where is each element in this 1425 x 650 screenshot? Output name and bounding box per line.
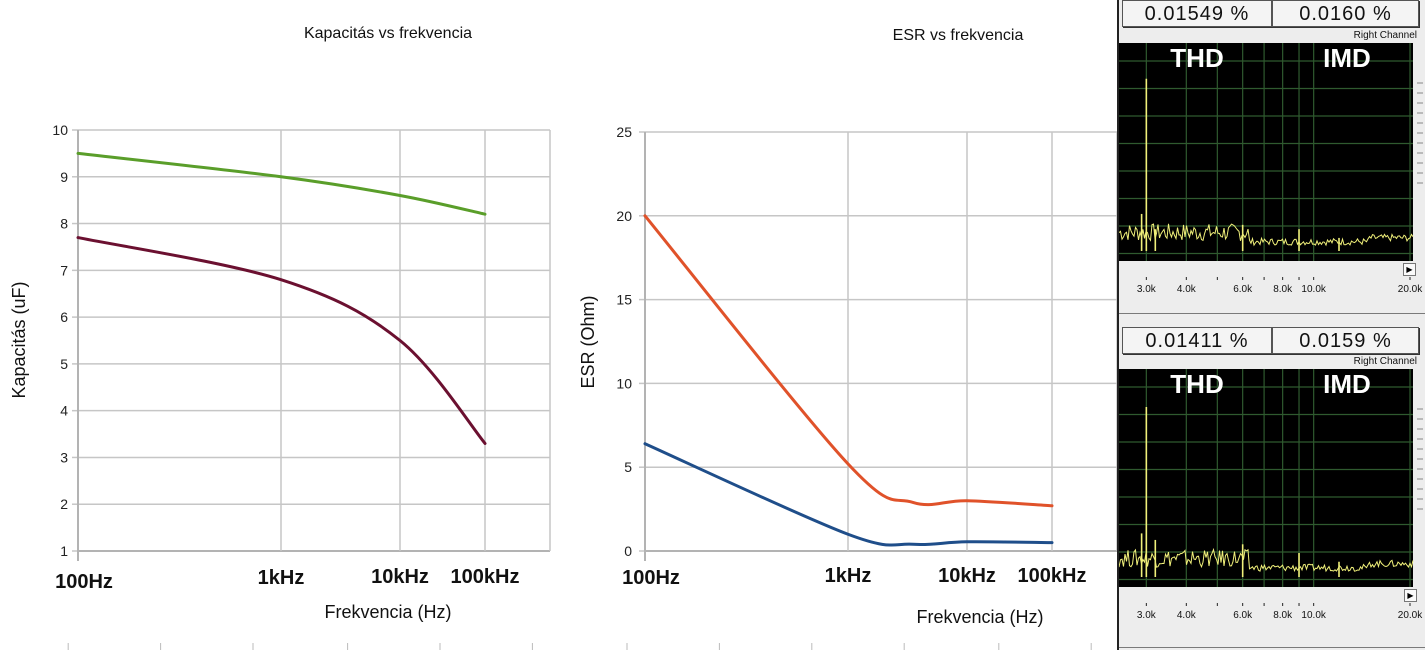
x-tick-label: 1kHz [825,565,872,587]
spectrum-x-tick-label: 20.0k [1398,284,1423,295]
y-tick-label: 9 [60,169,68,185]
spectrum-trace [1119,223,1414,247]
spectrum-panel-1: 0.01549 % 0.0160 % Right Channel THD IMD 3… [1119,0,1425,325]
y-tick-label: 25 [616,124,632,140]
chart-title: Kapacitás vs frekvencia [304,25,472,42]
series-layer [76,151,487,445]
imd-label: IMD [1323,369,1371,399]
thd-label: THD [1170,369,1223,399]
series-blue [643,442,1054,547]
x-tick-label: 100kHz [1018,565,1087,587]
x-tick-label: 1kHz [258,567,305,589]
spectrum-background [1119,369,1413,587]
channel-label: Right Channel [1353,356,1417,367]
thd-readout: 0.01549 % [1122,0,1272,27]
x-tick-label: 100kHz [451,566,520,588]
spectrum-plot: THD IMD 3.0k 4.0k 6.0k 8.0k 10.0k 20.0k [1119,369,1423,621]
y-tick-label: 20 [616,208,632,224]
y-axis-ticks: 0 5 10 15 20 25 [616,124,632,559]
spectrum-x-tick-label: 10.0k [1301,610,1326,621]
x-tick-label: 10kHz [371,566,429,588]
y-tick-label: 8 [60,216,68,232]
y-tick-label: 3 [60,449,68,465]
y-axis-ticks: 1 2 3 4 5 6 7 8 9 10 [52,122,68,559]
x-axis-ticks: 100Hz 1kHz 10kHz 100kHz [622,565,1086,589]
grid [72,129,551,561]
y-tick-label: 5 [60,356,68,372]
y-tick-label: 4 [60,403,68,419]
y-tick-label: 10 [616,375,632,391]
y-tick-label: 1 [60,543,68,559]
chart-title: ESR vs frekvencia [893,27,1024,44]
series-green [76,151,487,216]
grid [639,131,1117,561]
spectrum-panel-2: 0.01411 % 0.0159 % Right Channel THD IMD 3… [1119,325,1425,650]
series-orange [643,214,1054,508]
imd-readout: 0.0159 % [1272,327,1419,354]
y-axis-label: ESR (Ohm) [578,295,598,388]
series-darkred [76,236,487,445]
y-tick-label: 2 [60,496,68,512]
spectrum-plot: THD IMD 3.0k 4.0k 6.0k 8.0k 10.0k 20.0k [1119,43,1423,295]
spectrum-trace [1119,547,1414,573]
spectrum-x-tick-label: 20.0k [1398,610,1423,621]
spectrum-x-tick-label: 8.0k [1273,284,1293,295]
x-tick-label: 10kHz [938,565,996,587]
y-tick-label: 6 [60,309,68,325]
spectrum-x-tick-label: 6.0k [1233,610,1253,621]
spectrum-x-tick-label: 6.0k [1233,284,1253,295]
spectrum-analyzer-area: 0.01549 % 0.0160 % Right Channel THD IMD 3… [1117,0,1425,650]
x-axis-label: Frekvencia (Hz) [916,607,1043,627]
thd-label: THD [1170,43,1223,73]
spectrum-x-tick-label: 3.0k [1137,284,1157,295]
thd-readout: 0.01411 % [1122,327,1272,354]
series-layer [643,214,1054,547]
y-tick-label: 0 [624,543,632,559]
imd-readout: 0.0160 % [1272,0,1419,27]
scroll-right-button[interactable]: ▶ [1404,589,1417,602]
readout-row: 0.01549 % 0.0160 % [1122,0,1419,27]
y-tick-label: 10 [52,122,68,138]
x-tick-label: 100Hz [55,571,113,593]
spectrum-x-tick-label: 8.0k [1273,610,1293,621]
x-tick-label: 100Hz [622,567,680,589]
channel-label: Right Channel [1353,30,1417,41]
x-axis-label: Frekvencia (Hz) [324,602,451,622]
scroll-right-button[interactable]: ▶ [1403,263,1416,276]
capacitance-chart: Kapacitás vs frekvencia 1 2 3 4 5 6 7 8 9 10 100H… [9,25,551,622]
y-tick-label: 5 [624,459,632,475]
y-tick-label: 7 [60,262,68,278]
x-axis-ticks: 100Hz 1kHz 10kHz 100kHz [55,566,519,593]
spectrum-background [1119,43,1413,261]
y-tick-label: 15 [616,292,632,308]
spectrum-x-tick-label: 10.0k [1301,284,1326,295]
spectrum-x-tick-label: 3.0k [1137,610,1157,621]
y-axis-label: Kapacitás (uF) [9,281,29,398]
spectrum-x-tick-label: 4.0k [1177,284,1197,295]
spectrum-x-tick-label: 4.0k [1177,610,1197,621]
imd-label: IMD [1323,43,1371,73]
readout-row: 0.01411 % 0.0159 % [1122,327,1419,354]
